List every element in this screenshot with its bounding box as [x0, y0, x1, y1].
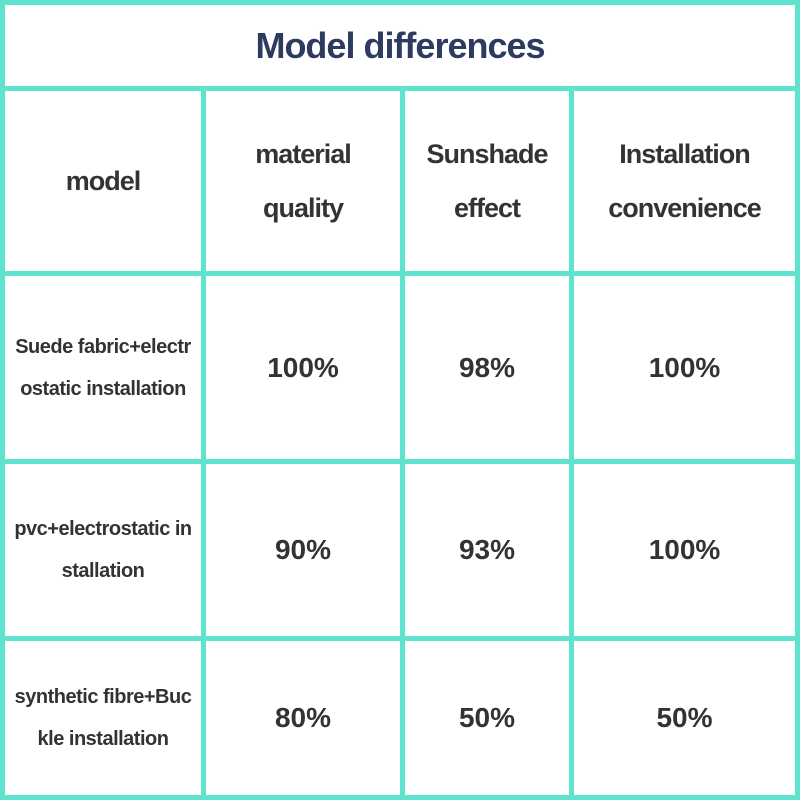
header-cell: model — [5, 91, 201, 271]
percent-value: 50% — [656, 702, 713, 733]
percent-value: 100% — [648, 351, 721, 383]
header-cell: material quality — [206, 91, 400, 271]
header-cell: Installation convenience — [574, 91, 795, 271]
value-cell: 100% — [574, 276, 795, 459]
header-text: material quality — [255, 139, 352, 223]
model-name: Suede fabric+electrostatic installation — [15, 335, 191, 400]
model-name: pvc+electrostatic installation — [14, 518, 192, 582]
header-cell: Sunshade effect — [405, 91, 569, 271]
model-cell: Suede fabric+electrostatic installation — [5, 276, 201, 459]
percent-value: 50% — [458, 702, 516, 733]
percent-value: 80% — [274, 702, 332, 733]
percent-value: 90% — [274, 534, 332, 565]
table-title: Model differences — [5, 5, 795, 86]
value-cell: 100% — [574, 464, 795, 636]
percent-value: 100% — [267, 351, 339, 383]
header-text: Sunshade effect — [426, 139, 548, 223]
percent-value: 93% — [458, 534, 516, 565]
model-name: synthetic fibre+Buckle installation — [14, 686, 192, 750]
header-text: model — [65, 166, 142, 196]
value-cell: 80% — [206, 641, 400, 795]
model-cell: synthetic fibre+Buckle installation — [5, 641, 201, 795]
value-cell: 50% — [574, 641, 795, 795]
value-cell: 93% — [405, 464, 569, 636]
value-cell: 100% — [206, 276, 400, 459]
header-text: Installation convenience — [608, 139, 762, 223]
percent-value: 100% — [648, 534, 721, 565]
value-cell: 50% — [405, 641, 569, 795]
value-cell: 90% — [206, 464, 400, 636]
percent-value: 98% — [458, 351, 516, 383]
model-cell: pvc+electrostatic installation — [5, 464, 201, 636]
value-cell: 98% — [405, 276, 569, 459]
